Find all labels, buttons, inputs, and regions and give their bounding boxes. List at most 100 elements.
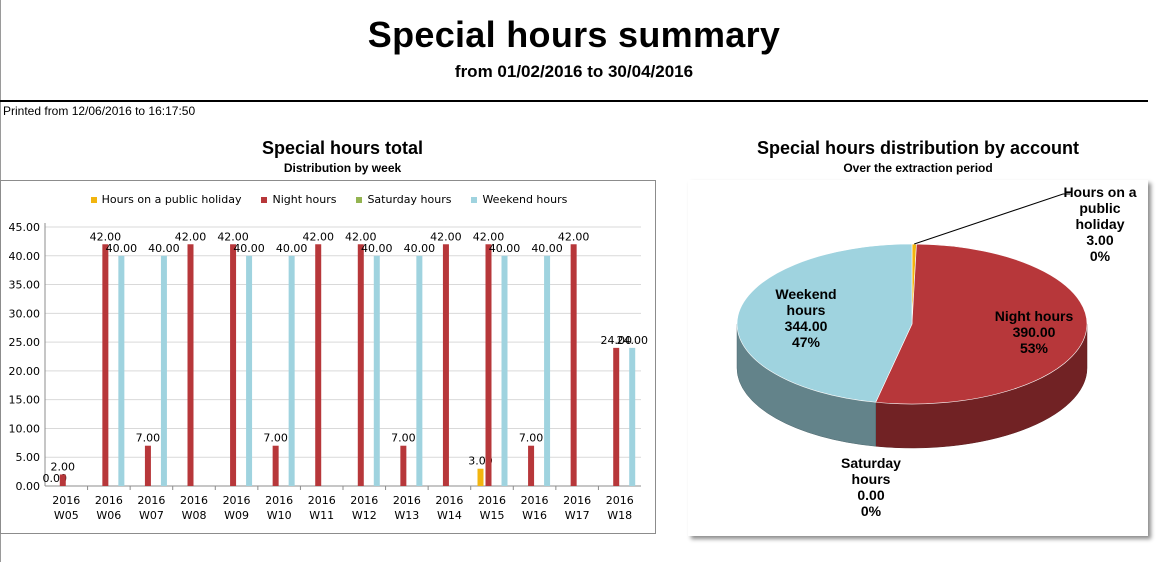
data-label: 7.00	[136, 432, 161, 445]
bar-hours-on-a-public-holiday	[477, 468, 484, 486]
x-tick-label: 2016	[180, 494, 208, 507]
data-label: 7.00	[519, 432, 544, 445]
data-label: 40.00	[148, 242, 180, 255]
data-label: 42.00	[175, 230, 207, 243]
data-label: 42.00	[217, 230, 249, 243]
legend-label: Hours on a public holiday	[101, 193, 242, 206]
pie-label-night-hours: Night hours 390.00 53%	[973, 308, 1095, 356]
bar-weekend-hours	[288, 255, 295, 486]
bar-chart-legend: Hours on a public holiday Night hours Satu…	[1, 193, 657, 206]
y-tick-label: 5.00	[16, 451, 41, 464]
y-tick-label: 0.00	[16, 480, 41, 493]
x-tick-label: 2016	[435, 494, 463, 507]
pie-label-line: holiday	[1075, 216, 1125, 232]
bar-night-hours	[144, 445, 151, 486]
pie-label-line: 47%	[791, 334, 821, 350]
x-tick-label: 2016	[393, 494, 421, 507]
x-tick-label: 2016	[606, 494, 634, 507]
pie-slice-weekend-hours	[736, 243, 913, 403]
bar-night-hours	[528, 445, 535, 486]
pie-label-hours-on-a-public-holiday: Hours on a public holiday 3.00 0%	[1048, 184, 1152, 264]
pie-label-line: 390.00	[1012, 324, 1056, 340]
x-tick-label: W05	[54, 509, 79, 522]
x-tick-label: W07	[139, 509, 164, 522]
pie-label-weekend-hours: Weekend hours 344.00 47%	[748, 286, 864, 350]
x-tick-label: 2016	[137, 494, 165, 507]
pie-leader-line	[914, 193, 1070, 245]
x-tick-label: 2016	[308, 494, 336, 507]
data-label: 42.00	[345, 230, 377, 243]
y-tick-label: 20.00	[9, 365, 41, 378]
x-tick-label: 2016	[265, 494, 293, 507]
data-label: 40.00	[531, 242, 563, 255]
bar-chart-panel: Hours on a public holiday Night hours Satu…	[0, 180, 656, 534]
report-title: Special hours summary	[367, 14, 781, 55]
bar-weekend-hours	[160, 255, 167, 486]
x-tick-label: 2016	[350, 494, 378, 507]
pie-chart-subtitle: Over the extraction period	[843, 161, 993, 175]
pie-chart-panel: Hours on a public holiday 3.00 0% Night hours…	[688, 180, 1148, 536]
y-tick-label: 35.00	[9, 279, 41, 292]
data-label: 40.00	[489, 242, 521, 255]
x-tick-label: W10	[267, 509, 292, 522]
bar-night-hours	[442, 244, 449, 486]
header-divider	[0, 100, 1148, 102]
legend-swatch	[356, 196, 363, 203]
pie-label-line: public	[1079, 200, 1121, 216]
x-tick-label: W14	[437, 509, 462, 522]
data-label: 7.00	[391, 432, 416, 445]
bar-night-hours	[315, 244, 322, 486]
data-label: 40.00	[404, 242, 436, 255]
bar-weekend-hours	[416, 255, 423, 486]
x-tick-label: W08	[182, 509, 207, 522]
x-tick-label: W15	[480, 509, 505, 522]
x-tick-label: W06	[96, 509, 121, 522]
data-label: 42.00	[90, 230, 122, 243]
y-tick-label: 15.00	[9, 394, 41, 407]
data-label: 40.00	[276, 242, 308, 255]
pie-chart	[736, 193, 1088, 449]
y-tick-label: 25.00	[9, 336, 41, 349]
bar-night-hours	[230, 244, 237, 486]
x-tick-label: W18	[607, 509, 632, 522]
y-tick-label: 10.00	[9, 422, 41, 435]
legend-label: Night hours	[272, 193, 337, 206]
report-subtitle: from 01/02/2016 to 30/04/2016	[454, 62, 694, 81]
x-tick-label: W13	[394, 509, 419, 522]
bar-weekend-hours	[118, 255, 125, 486]
x-tick-label: 2016	[563, 494, 591, 507]
pie-label-line: 0%	[1089, 248, 1111, 264]
bar-weekend-hours	[373, 255, 380, 486]
printed-timestamp: Printed from 12/06/2016 to 16:17:50	[3, 104, 196, 118]
x-tick-label: W11	[309, 509, 334, 522]
data-label: 42.00	[473, 230, 505, 243]
legend-swatch	[471, 196, 478, 203]
pie-label-line: 0.00	[857, 487, 885, 503]
data-label: 40.00	[106, 242, 138, 255]
pie-label-line: Weekend	[775, 286, 837, 302]
pie-label-line: 344.00	[784, 318, 828, 334]
data-label: 24.00	[600, 334, 632, 347]
bar-night-hours	[187, 244, 194, 486]
legend-swatch	[261, 196, 268, 203]
x-tick-label: W09	[224, 509, 249, 522]
data-label: 42.00	[558, 230, 590, 243]
bar-night-hours	[357, 244, 364, 486]
bar-weekend-hours	[501, 255, 508, 486]
bar-weekend-hours	[246, 255, 253, 486]
legend-item-hours-on-a-public-holiday: Hours on a public holiday	[90, 193, 242, 206]
pie-label-line: 53%	[1019, 340, 1049, 356]
bar-chart: 0.00 5.00 10.00 15.00 20.00 25.00 30.00 35.00 40…	[9, 221, 648, 522]
pie-label-line: 3.00	[1086, 232, 1114, 248]
data-label: 42.00	[302, 230, 334, 243]
x-tick-label: W16	[522, 509, 547, 522]
y-tick-label: 40.00	[9, 250, 41, 263]
bar-chart-title: Special hours total	[261, 138, 424, 158]
data-label: 42.00	[430, 230, 462, 243]
bar-chart-subtitle: Distribution by week	[283, 161, 402, 175]
pie-label-line: hours	[786, 302, 826, 318]
bar-night-hours	[59, 474, 66, 486]
data-label: 2.00	[51, 460, 76, 473]
bar-night-hours	[102, 244, 109, 486]
bar-weekend-hours	[629, 347, 636, 486]
